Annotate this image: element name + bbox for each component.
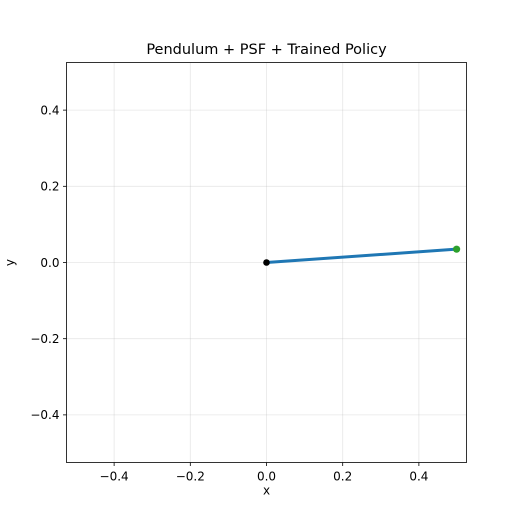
grid xyxy=(66,62,467,463)
plot-area xyxy=(263,245,461,266)
x-tick-label: −0.4 xyxy=(100,470,129,484)
pivot-point xyxy=(263,259,270,266)
y-axis-label: y xyxy=(3,259,17,266)
y-tick-label: −0.4 xyxy=(30,408,59,422)
x-axis-label: x xyxy=(263,484,270,498)
x-tick-label: −0.2 xyxy=(176,470,205,484)
chart-title: Pendulum + PSF + Trained Policy xyxy=(146,42,387,58)
x-tick-label: 0.0 xyxy=(257,470,276,484)
y-tick-label: −0.2 xyxy=(30,332,59,346)
y-tick-label: 0.4 xyxy=(40,103,59,117)
pendulum-rod-line xyxy=(265,247,459,264)
y-tick-label: 0.0 xyxy=(40,256,59,270)
y-tick-label: 0.2 xyxy=(40,180,59,194)
bob-point xyxy=(452,245,461,253)
ticks: −0.4 −0.2 0.0 0.2 0.4 −0.4 −0.2 0.0 0.2 0.4 xyxy=(30,103,428,483)
x-tick-label: 0.2 xyxy=(333,470,352,484)
x-tick-label: 0.4 xyxy=(409,470,428,484)
